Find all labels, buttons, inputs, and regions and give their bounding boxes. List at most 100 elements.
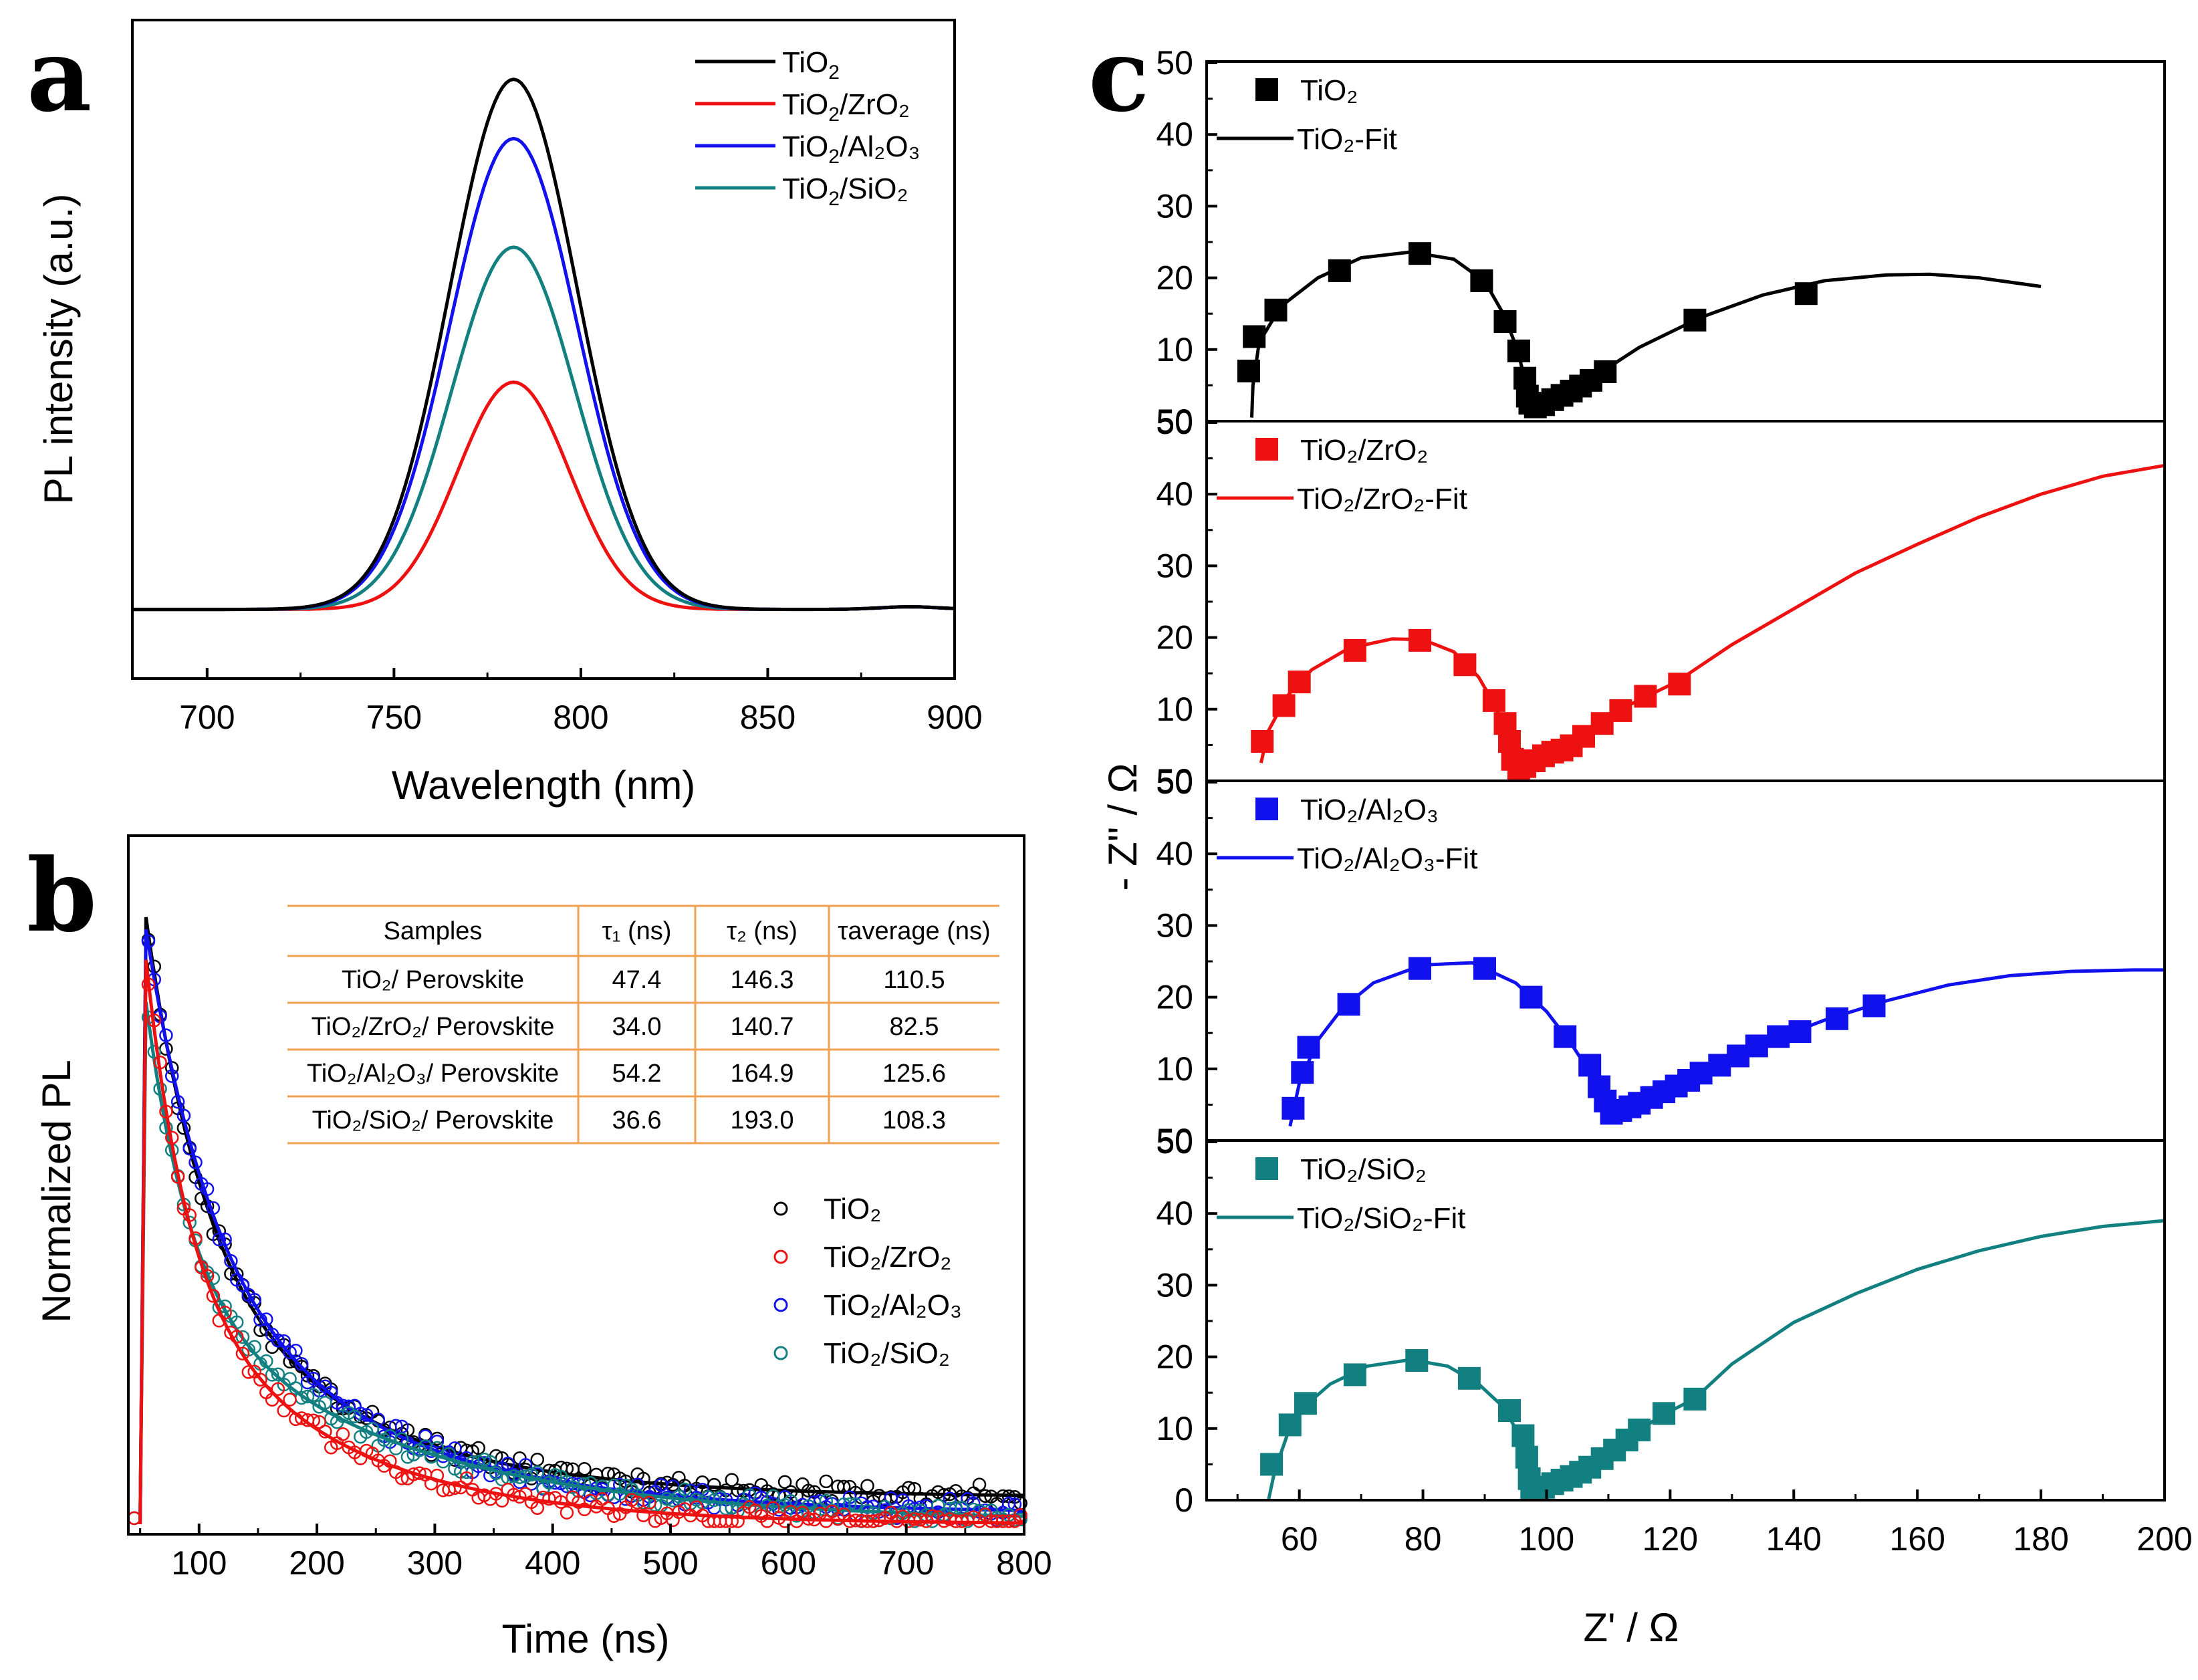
data-point-b-3 [400,1450,415,1464]
data-point-c-0 [1507,339,1530,362]
legend-fit-label-c-3: TiO₂/SiO₂-Fit [1297,1202,1466,1235]
data-point-c-2 [1409,957,1431,980]
data-point-c-1 [1668,673,1691,696]
y-tick-label-c: 10 [1156,1410,1193,1447]
series-line-a-1 [132,380,955,612]
table-cell: 54.2 [612,1060,662,1088]
data-point-c-3 [1278,1413,1302,1437]
data-point-b-1 [394,1471,409,1485]
chart-a-frame [131,19,956,680]
table-header: Samples [384,917,483,945]
x-tick-label-c: 160 [1889,1520,1945,1558]
data-point-c-2 [1578,1054,1602,1077]
data-point-b-1 [913,1513,928,1527]
data-point-b-1 [383,1454,397,1468]
data-point-c-3 [1260,1453,1284,1476]
chart-b-xlabel: Time (ns) [501,1616,669,1661]
data-point-b-3 [306,1388,321,1402]
table-cell: 110.5 [883,966,945,994]
data-point-b-1 [253,1372,267,1387]
subplot-frame-c-0 [1205,60,2166,423]
data-point-b-2 [324,1385,338,1400]
data-point-b-0 [471,1441,485,1455]
table-cell: 125.6 [882,1060,946,1088]
y-tick-label-c: 20 [1156,259,1193,297]
y-tick-label-c: 50 [1156,402,1193,440]
x-tick-label-c: 180 [2013,1520,2068,1558]
data-point-c-3 [1405,1349,1429,1372]
table-cell: 108.3 [882,1106,946,1134]
series-line-a-0 [132,78,955,612]
x-tick-label-a: 750 [366,699,422,736]
data-point-b-0 [725,1473,739,1487]
y-tick-label-c: 50 [1156,44,1193,82]
table-cell: 34.0 [612,1013,662,1041]
data-point-c-0 [1328,259,1351,282]
data-point-b-3 [578,1477,592,1491]
data-point-b-1 [283,1393,297,1407]
y-tick-label-c: 30 [1156,907,1193,944]
subplot-c-0: 10 20 30 40 50 50 TiO₂ TiO₂-Fit [1156,44,2166,440]
data-point-b-2 [294,1356,309,1371]
legend-marker-c-2 [1255,798,1278,820]
x-tick-label-a: 900 [927,699,982,736]
table-cell: 82.5 [890,1013,939,1041]
y-tick-label-c: 20 [1156,619,1193,656]
data-point-b-1 [636,1508,650,1522]
data-point-c-1 [1409,628,1431,652]
table-cell: 193.0 [730,1106,793,1134]
data-point-b-3 [819,1493,834,1508]
legend-marker-c-0 [1255,78,1278,101]
data-point-b-1 [1013,1508,1027,1522]
table-cell: TiO₂/ZrO₂/ Perovskite [312,1013,555,1041]
data-point-c-2 [1291,1061,1314,1084]
chart-c-xlabel: Z' / Ω [1584,1605,1679,1650]
data-point-c-2 [1473,957,1496,980]
chart-c-ylabel: - Z'' / Ω [1100,763,1145,890]
panel-b-label: b [27,837,97,955]
chart-b-ylabel: Normalized PL [34,1060,79,1323]
data-point-c-3 [1511,1424,1535,1447]
data-point-c-1 [1288,671,1311,694]
table-cell: 140.7 [730,1013,793,1041]
table-header: τ₁ (ns) [602,917,672,945]
data-point-b-1 [206,1289,221,1303]
legend-label-a-0: TiO2 [782,46,840,84]
data-point-b-0 [530,1452,545,1467]
data-point-b-3 [677,1482,692,1497]
data-point-c-3 [1498,1399,1521,1422]
fit-line-c-3 [1267,1219,2165,1501]
legend-label-c-0: TiO₂ [1300,74,1358,107]
subplot-c-2: 10 20 30 40 50 50 TiO₂/Al₂O₃ TiO₂/Al₂O₃-Fit [1156,763,2166,1159]
data-point-c-2 [1788,1020,1812,1044]
chart-a: 700 750 800 850 900 Wavelength (nm) PL inten… [36,19,983,808]
data-point-c-0 [1470,269,1493,292]
legend-label-a-2: TiO2/Al₂O₃ [782,130,921,168]
x-tick-label-b: 300 [407,1544,463,1582]
data-point-c-1 [1453,653,1477,677]
data-point-b-2 [271,1334,285,1348]
data-point-c-1 [1272,694,1296,717]
data-point-b-1 [560,1506,574,1520]
data-point-c-1 [1609,699,1632,722]
legend-fit-label-c-0: TiO₂-Fit [1297,123,1397,156]
data-point-c-3 [1683,1387,1707,1411]
x-tick-label-b: 200 [289,1544,344,1582]
x-tick-label-b: 400 [525,1544,580,1582]
x-tick-label-b: 700 [878,1544,934,1582]
data-point-b-1 [448,1481,462,1495]
y-tick-label-c: 30 [1156,187,1193,225]
data-point-b-3 [265,1368,279,1382]
legend-label-b-2: TiO₂/Al₂O₃ [824,1289,962,1322]
data-point-c-0 [1237,360,1260,382]
x-tick-label-b: 500 [642,1544,698,1582]
subplot-frame-c-1 [1205,420,2166,782]
legend-marker-b-2 [773,1298,788,1312]
y-tick-label-c: 10 [1156,1050,1193,1088]
data-point-b-3 [271,1367,285,1382]
data-point-c-0 [1794,282,1818,306]
data-point-c-0 [1594,360,1617,383]
subplot-c-1: 10 20 30 40 50 50 TiO₂/ZrO₂ TiO₂/ZrO₂-Fit [1156,404,2166,800]
y-tick-label-c: 10 [1156,331,1193,368]
